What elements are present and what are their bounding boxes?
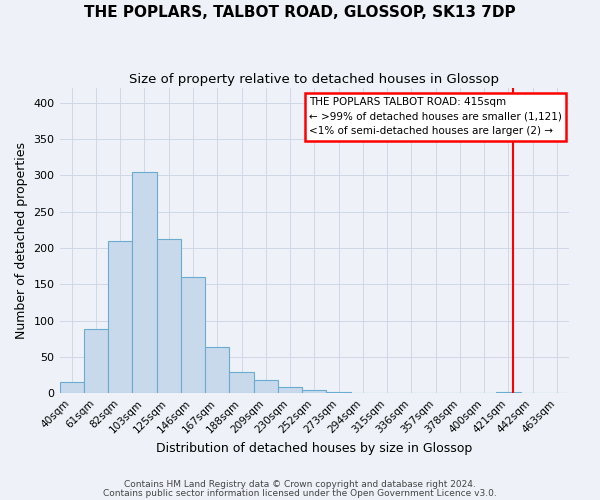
Bar [496, 392, 521, 394]
Bar [229, 372, 254, 394]
Bar [278, 387, 302, 394]
Text: Contains HM Land Registry data © Crown copyright and database right 2024.: Contains HM Land Registry data © Crown c… [124, 480, 476, 489]
Bar [545, 392, 569, 394]
Title: Size of property relative to detached houses in Glossop: Size of property relative to detached ho… [129, 72, 499, 86]
Bar [181, 277, 205, 394]
Bar [375, 392, 399, 394]
Bar [326, 392, 350, 394]
Bar [84, 330, 108, 394]
Bar [254, 380, 278, 394]
Bar [302, 390, 326, 394]
Y-axis label: Number of detached properties: Number of detached properties [15, 142, 28, 339]
Text: THE POPLARS, TALBOT ROAD, GLOSSOP, SK13 7DP: THE POPLARS, TALBOT ROAD, GLOSSOP, SK13 … [84, 5, 516, 20]
X-axis label: Distribution of detached houses by size in Glossop: Distribution of detached houses by size … [156, 442, 472, 455]
Bar [350, 392, 375, 394]
Bar [133, 172, 157, 394]
Bar [108, 240, 133, 394]
Bar [157, 238, 181, 394]
Bar [59, 382, 84, 394]
Text: Contains public sector information licensed under the Open Government Licence v3: Contains public sector information licen… [103, 490, 497, 498]
Text: THE POPLARS TALBOT ROAD: 415sqm
← >99% of detached houses are smaller (1,121)
<1: THE POPLARS TALBOT ROAD: 415sqm ← >99% o… [310, 97, 562, 136]
Bar [205, 347, 229, 394]
